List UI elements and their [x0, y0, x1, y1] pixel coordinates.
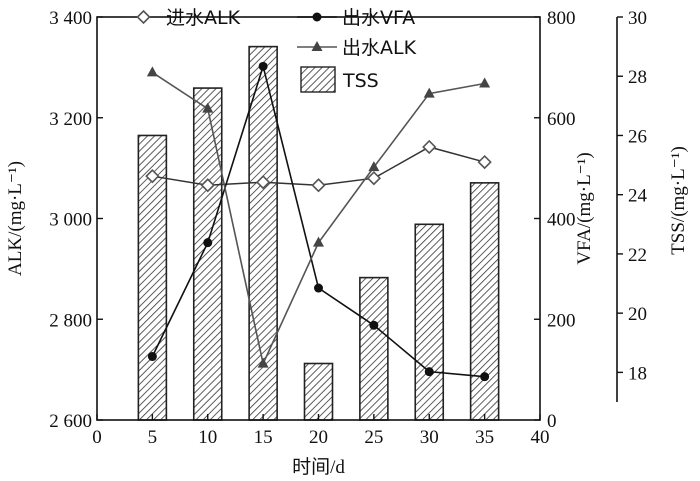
y-left-tick-label: 3 200: [49, 109, 92, 130]
tss-bar: [359, 276, 389, 421]
x-tick-label: 25: [364, 427, 383, 448]
data-point-circle: [369, 320, 379, 330]
y-tss-axis-title: TSS/(mg·L⁻¹): [668, 146, 689, 255]
data-point-triangle: [257, 357, 269, 368]
data-point-triangle: [368, 161, 380, 172]
data-point-circle: [424, 367, 434, 377]
data-point-triangle: [313, 236, 324, 247]
legend: 进水ALK 出水VFA 出水ALK TSS: [125, 7, 417, 93]
y-tss-tick-label: 22: [628, 245, 647, 266]
data-point-triangle: [423, 87, 435, 98]
x-axis-title: 时间/d: [292, 456, 345, 478]
y-tss-tick-label: 30: [628, 8, 647, 29]
legend-label: 出水VFA: [342, 7, 415, 29]
data-point-diamond: [200, 178, 215, 193]
y-left-tick-label: 3 000: [49, 210, 92, 231]
data-point-circle: [258, 61, 268, 71]
data-point-diamond: [255, 175, 271, 190]
legend-label: TSS: [342, 70, 379, 92]
tss-bar: [303, 362, 334, 421]
data-point-diamond: [422, 139, 437, 155]
x-tick-label: 35: [475, 427, 494, 448]
x-tick-label: 20: [309, 427, 328, 448]
data-point-diamond: [311, 178, 326, 193]
tss-bar: [414, 223, 445, 421]
data-point-diamond: [477, 154, 492, 170]
data-point-diamond: [366, 171, 382, 186]
y-tss-tick-label: 20: [628, 304, 647, 325]
y-vfa-axis-title: VFA/(mg·L⁻¹): [574, 152, 595, 264]
legend-label: 进水ALK: [166, 7, 241, 29]
y-vfa-tick-label: 400: [547, 210, 576, 231]
legend-swatch-tss: [300, 66, 336, 93]
x-tick-label: 5: [148, 427, 158, 448]
data-point-circle: [147, 352, 157, 362]
tss-bar: [469, 182, 500, 421]
legend-label: 出水ALK: [342, 37, 417, 59]
data-point-circle: [480, 372, 490, 382]
y-left-tick-label: 2 600: [49, 411, 92, 432]
data-point-triangle: [146, 66, 158, 77]
data-point-circle: [314, 283, 323, 293]
y-tss-tick-label: 28: [628, 67, 647, 88]
axis-titles: 时间/d ALK/(mg·L⁻¹) VFA/(mg·L⁻¹) TSS/(mg·L⁻¹): [5, 146, 689, 478]
line-series: [145, 61, 492, 382]
y-left-axis-title: ALK/(mg·L⁻¹): [5, 161, 26, 276]
data-point-circle: [203, 238, 213, 248]
axes: 0 5 10 15 20 25 30 35 40 2 600 2 800 3 000 3 200 3 40…: [49, 8, 647, 448]
y-tss-tick-label: 18: [628, 363, 647, 384]
legend-marker-triangle: [311, 41, 323, 51]
x-tick-label: 10: [198, 427, 217, 448]
y-vfa-tick-label: 800: [547, 8, 576, 29]
y-tss-tick-label: 26: [628, 126, 647, 147]
data-point-triangle: [202, 102, 214, 113]
x-tick-label: 15: [254, 427, 273, 448]
y-left-tick-label: 2 800: [49, 310, 92, 331]
y-vfa-tick-label: 200: [547, 310, 576, 331]
x-tick-label: 40: [531, 427, 550, 448]
y-vfa-tick-label: 600: [547, 109, 576, 130]
y-vfa-tick-label: 0: [547, 411, 557, 432]
data-point-diamond: [145, 169, 160, 184]
data-point-triangle: [479, 77, 491, 88]
tss-bar: [192, 87, 223, 421]
y-left-tick-label: 3 400: [49, 8, 92, 29]
y-tss-tick-label: 24: [628, 186, 648, 207]
legend-marker-circle: [312, 12, 322, 22]
tss-bars: [137, 45, 500, 421]
legend-marker-diamond: [136, 9, 151, 25]
x-tick-label: 30: [420, 427, 439, 448]
x-tick-label: 0: [92, 427, 102, 448]
